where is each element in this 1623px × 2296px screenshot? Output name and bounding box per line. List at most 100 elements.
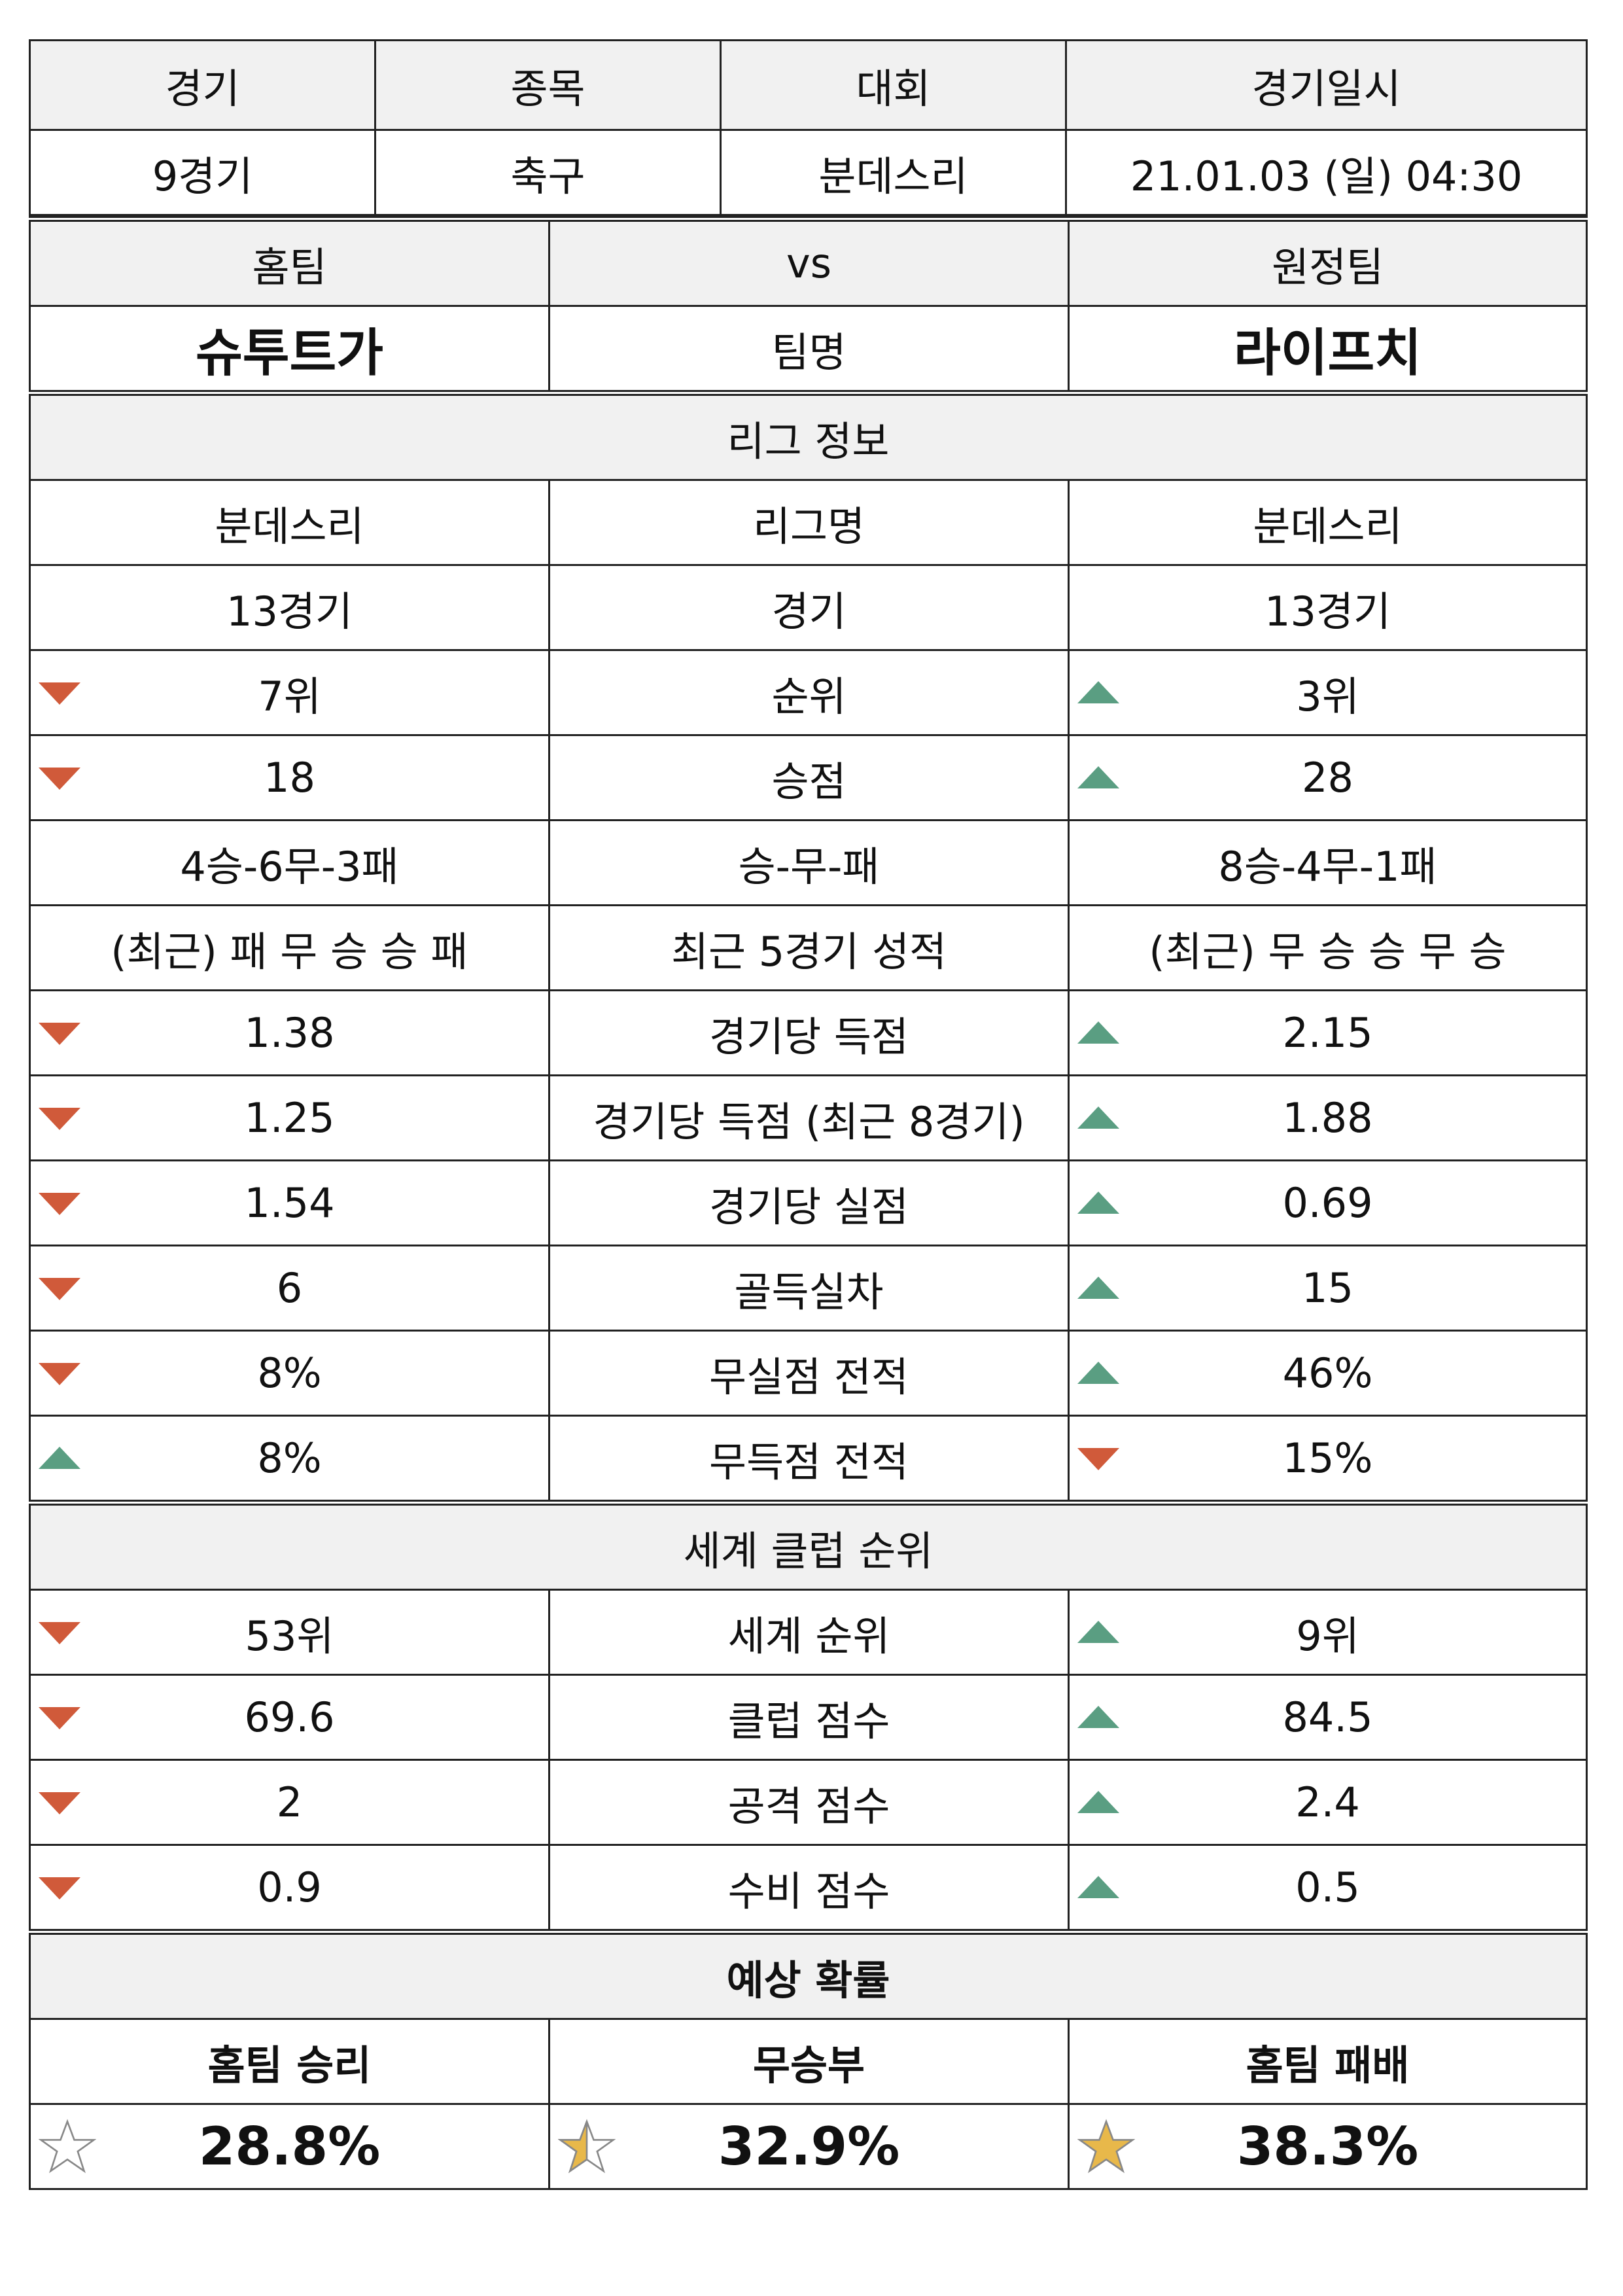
home-team-label: 홈팀 [29,216,550,307]
up-arrow-icon [37,1445,82,1472]
stat-label: 리그명 [752,502,865,550]
stat-row: 1.25 경기당 득점 (최근 8경기) 1.88 [29,1074,1588,1161]
league-section-header: 리그 정보 [29,390,1588,481]
stat-label: 세계 순위 [727,1612,890,1660]
stat-label-cell: 승-무-패 [548,819,1070,906]
stat-row: 1.38 경기당 득점 2.15 [29,989,1588,1076]
home-stat-value: 2 [276,1778,303,1826]
half-star-icon [558,2118,616,2176]
away-stat: 3위 [1068,649,1588,736]
away-stat: 분데스리 [1068,479,1588,566]
stat-label: 최근 5경기 성적 [671,927,947,976]
stat-label: 공격 점수 [727,1782,890,1830]
home-stat-value: 7위 [258,672,321,720]
away-stat: 46% [1068,1330,1588,1417]
away-stat-value: 8승-4무-1패 [1218,842,1437,891]
stat-label-cell: 골득실차 [548,1245,1070,1332]
competition-value: 분데스리 [720,129,1067,216]
stat-label-cell: 순위 [548,649,1070,736]
match-info-table: 경기 종목 대회 경기일시 9경기 축구 분데스리 21.01.03 (일) 0… [29,39,1588,216]
match-number: 9경기 [29,129,376,216]
world-section-header: 세계 클럽 순위 [29,1500,1588,1591]
stat-row: 0.9 수비 점수 0.5 [29,1844,1588,1933]
away-stat: 84.5 [1068,1674,1588,1761]
away-stat-value: 46% [1282,1349,1373,1397]
stat-label: 경기 [771,587,846,635]
stat-label-cell: 세계 순위 [548,1589,1070,1676]
home-stat-value: 분데스리 [215,502,364,550]
stat-label-cell: 클럽 점수 [548,1674,1070,1761]
home-stat: 1.25 [29,1074,550,1161]
stat-label-cell: 최근 5경기 성적 [548,904,1070,991]
stat-label-cell: 무득점 전적 [548,1415,1070,1504]
down-arrow-icon [37,1704,82,1731]
away-stat: 15 [1068,1245,1588,1332]
stat-label: 골득실차 [734,1267,884,1316]
away-stat-value: 분데스리 [1253,502,1403,550]
away-stat: 0.69 [1068,1159,1588,1246]
home-stat-value: 18 [264,754,315,802]
home-team-name: 슈투트가 [29,305,550,394]
home-stat-value: 1.38 [244,1009,335,1057]
stat-row: 1.54 경기당 실점 0.69 [29,1159,1588,1246]
away-stat-value: 84.5 [1282,1693,1373,1741]
full-star-icon [1077,2118,1135,2176]
home-stat: 0.9 [29,1844,550,1933]
down-arrow-icon [37,1190,82,1216]
stat-label-cell: 경기당 실점 [548,1159,1070,1246]
home-stat: 1.38 [29,989,550,1076]
down-arrow-icon [37,765,82,791]
stat-label: 승-무-패 [738,842,880,891]
stat-row: 69.6 클럽 점수 84.5 [29,1674,1588,1761]
stat-label-cell: 수비 점수 [548,1844,1070,1933]
down-arrow-icon [37,1020,82,1046]
match-analysis-sheet: 경기 종목 대회 경기일시 9경기 축구 분데스리 21.01.03 (일) 0… [29,39,1588,2190]
stat-label: 경기당 득점 [709,1012,909,1061]
away-stat-value: 2.4 [1295,1778,1360,1826]
away-stat-value: 9위 [1296,1612,1359,1660]
away-stat-value: 28 [1302,754,1353,802]
match-label: 경기 [29,39,376,131]
stat-row: 분데스리 리그명 분데스리 [29,479,1588,566]
world-section-title: 세계 클럽 순위 [29,1500,1588,1591]
home-stat: 53위 [29,1589,550,1676]
home-stat-value: 69.6 [244,1693,335,1741]
home-stat-value: 8% [257,1434,322,1482]
stat-row: 2 공격 점수 2.4 [29,1759,1588,1846]
down-arrow-icon [37,680,82,706]
down-arrow-icon [37,1619,82,1646]
home-stat-value: 1.25 [244,1094,335,1142]
home-loss-cell: 38.3% [1068,2103,1588,2190]
away-stat: 1.88 [1068,1074,1588,1161]
home-stat: 7위 [29,649,550,736]
away-stat: 28 [1068,734,1588,821]
up-arrow-icon [1076,680,1121,706]
stat-label-cell: 경기당 득점 (최근 8경기) [548,1074,1070,1161]
stat-row: 8% 무득점 전적 15% [29,1415,1588,1504]
team-name-label: 팀명 [548,305,1070,394]
draw-cell: 32.9% [548,2103,1070,2190]
stats-table: 홈팀 vs 원정팀 슈투트가 팀명 라이프치 리그 정보 분데스리 리그명 분데스리… [29,216,1588,2190]
away-stat-value: 0.5 [1295,1863,1360,1911]
stat-row: 53위 세계 순위 9위 [29,1589,1588,1676]
team-names-row: 슈투트가 팀명 라이프치 [29,305,1588,394]
home-stat-value: 13경기 [226,587,353,635]
away-stat: (최근) 무 승 승 무 승 [1068,904,1588,991]
away-stat-value: (최근) 무 승 승 무 승 [1149,927,1507,976]
up-arrow-icon [1076,1190,1121,1216]
home-stat: (최근) 패 무 승 승 패 [29,904,550,991]
stat-label-cell: 공격 점수 [548,1759,1070,1846]
home-stat-value: 4승-6무-3패 [180,842,399,891]
league-rows: 분데스리 리그명 분데스리 13경기 경기 13경기 7위 순위 3위 18 승점 28 4승-6무-3… [29,479,1588,1504]
home-stat: 13경기 [29,564,550,651]
stat-label: 클럽 점수 [727,1697,890,1745]
match-info-value-row: 9경기 축구 분데스리 21.01.03 (일) 04:30 [29,129,1588,216]
home-stat: 8% [29,1330,550,1417]
away-stat-value: 0.69 [1282,1179,1373,1227]
away-team-name: 라이프치 [1068,305,1588,394]
league-section-title: 리그 정보 [29,390,1588,481]
stat-row: 8% 무실점 전적 46% [29,1330,1588,1417]
down-arrow-icon [37,1360,82,1386]
home-stat: 8% [29,1415,550,1504]
up-arrow-icon [1076,1875,1121,1901]
